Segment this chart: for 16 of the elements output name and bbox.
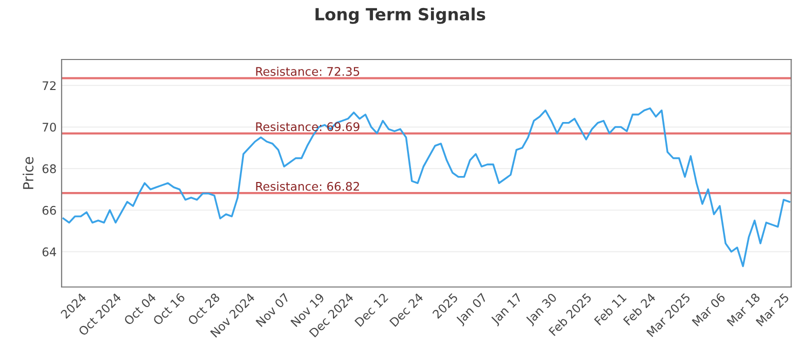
x-tick-label: Dec 24 [389, 292, 424, 327]
y-axis-title: Price [22, 157, 34, 189]
y-tick-label: 64 [42, 247, 56, 256]
x-tick-label: Oct 28 [187, 292, 220, 326]
chart-title: Long Term Signals [316, 8, 486, 24]
x-tick-label: Mar 06 [692, 292, 726, 327]
x-tick-label: Jan 17 [490, 292, 524, 326]
y-tick-label: 68 [42, 164, 56, 174]
y-tick-label: 66 [42, 206, 56, 215]
x-tick-label: Nov 07 [255, 292, 290, 328]
line-series [62, 107, 790, 268]
ref-line-label: Resistance: 72.35 [256, 66, 360, 76]
y-tick-label: 72 [42, 81, 56, 90]
ref-line-label: Resistance: 66.82 [256, 182, 359, 191]
y-tick-label: 70 [42, 122, 56, 132]
x-tick-label: Dec 12 [354, 292, 388, 327]
